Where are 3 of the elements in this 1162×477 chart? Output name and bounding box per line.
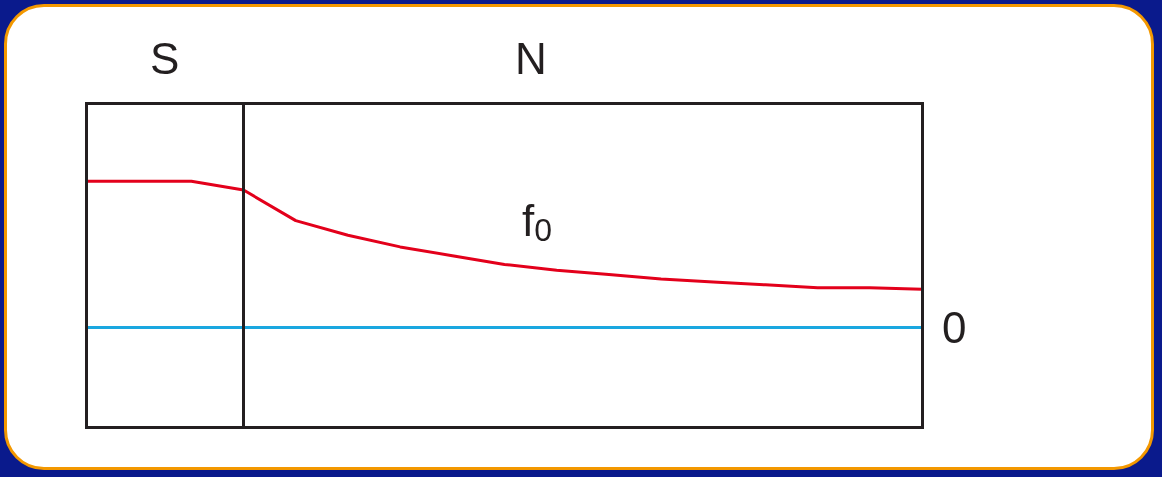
text: N bbox=[515, 33, 547, 83]
ref-line-label: 0 bbox=[942, 302, 967, 352]
text: S bbox=[150, 33, 180, 83]
